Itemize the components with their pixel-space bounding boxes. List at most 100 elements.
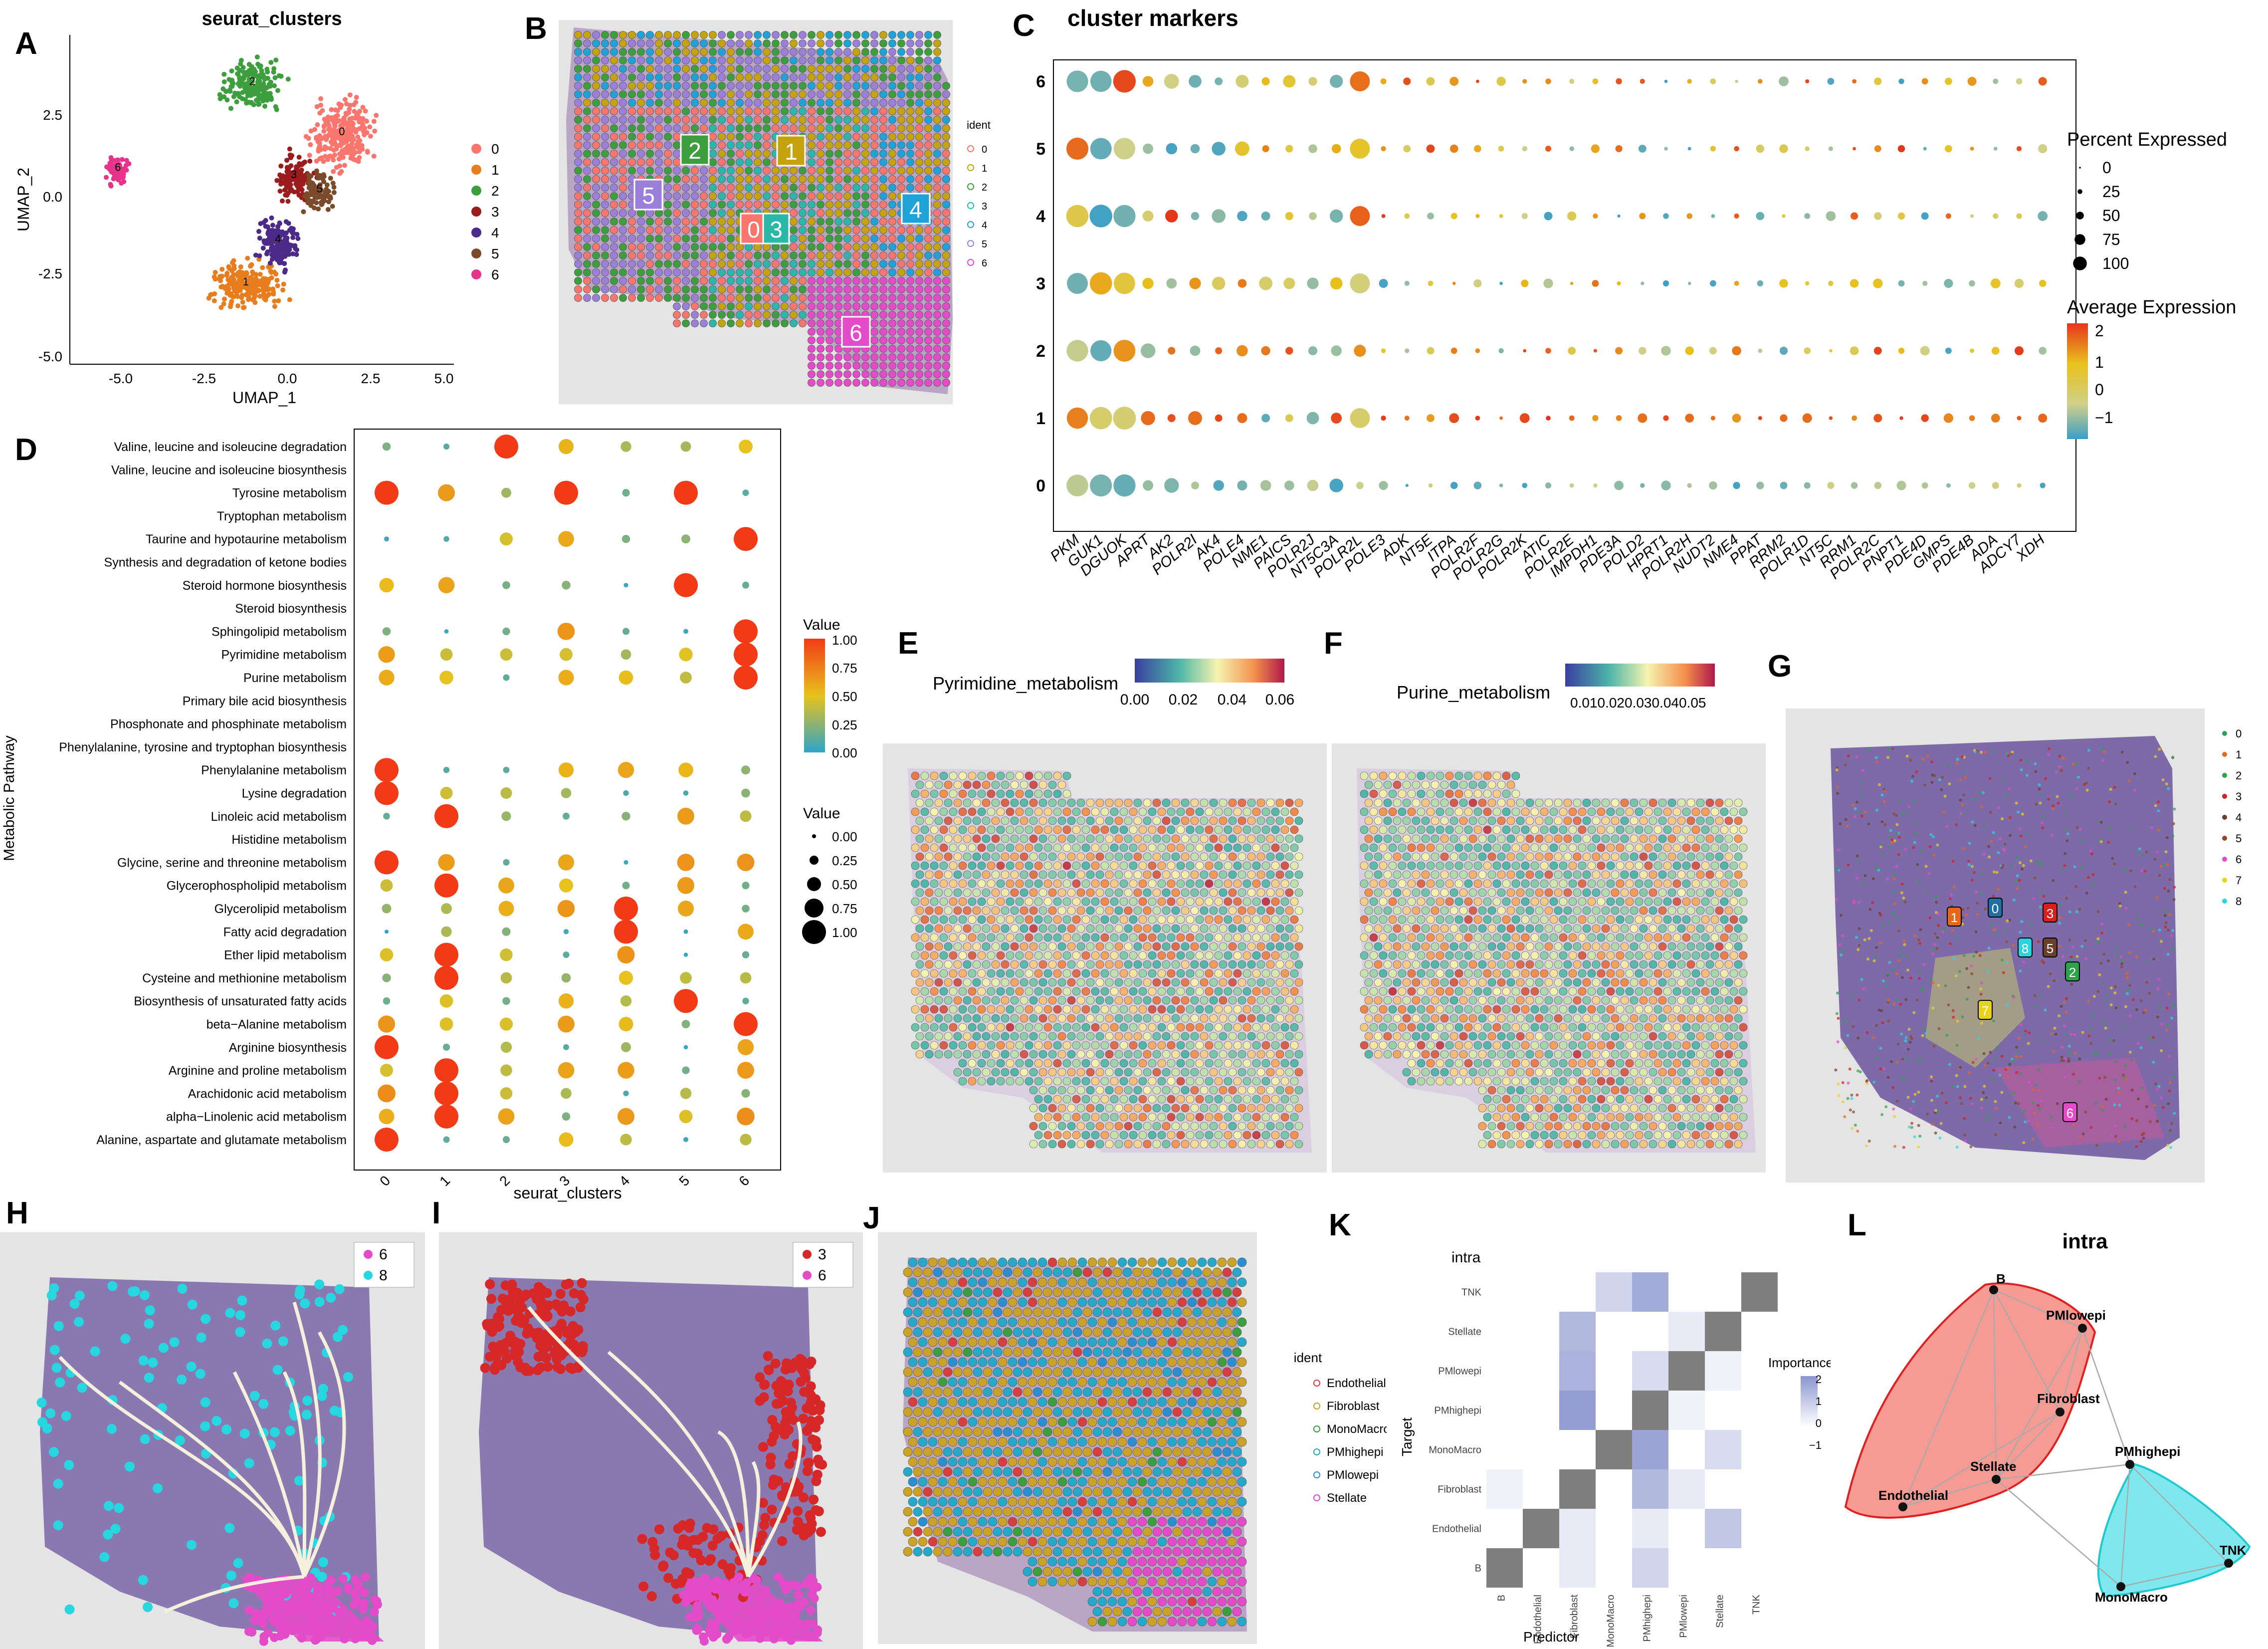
spot <box>888 311 896 319</box>
umap-point <box>249 68 255 73</box>
spot <box>906 99 914 107</box>
spot <box>700 167 708 175</box>
spot <box>870 116 878 124</box>
spot <box>834 56 842 64</box>
spot <box>592 107 600 115</box>
spot <box>852 65 860 73</box>
spot <box>1034 1077 1043 1086</box>
umap-point <box>232 284 237 290</box>
spot <box>1606 807 1615 816</box>
spot <box>808 345 816 353</box>
spot <box>1219 816 1228 825</box>
spot <box>592 73 600 81</box>
dot <box>434 873 458 898</box>
spot <box>888 192 896 200</box>
spot <box>825 158 833 166</box>
dot <box>734 527 758 551</box>
spot <box>843 175 851 183</box>
dot <box>622 628 629 635</box>
spot <box>1237 942 1246 951</box>
spot <box>991 852 1000 861</box>
spot <box>879 311 887 319</box>
spot <box>906 285 914 293</box>
spot <box>1256 1086 1265 1095</box>
umap-point <box>257 271 263 277</box>
spot <box>1219 852 1228 861</box>
scale-tick: 0.00 <box>1120 692 1149 708</box>
spot <box>754 175 762 183</box>
spot <box>1616 807 1625 816</box>
umap-point <box>248 263 253 268</box>
dot <box>1190 345 1201 356</box>
spot <box>628 294 636 302</box>
spot <box>1280 825 1289 834</box>
umap-point <box>283 230 289 236</box>
spot <box>982 888 991 897</box>
spot <box>925 1050 934 1059</box>
spot <box>1006 1041 1015 1050</box>
spot <box>933 251 941 259</box>
spot <box>1252 1113 1261 1122</box>
spot <box>691 235 699 242</box>
spot <box>1034 1041 1043 1050</box>
spot <box>1256 1104 1265 1113</box>
umap-point <box>363 108 368 114</box>
spot <box>1105 888 1114 897</box>
spot <box>790 209 798 217</box>
spot <box>1402 780 1411 789</box>
umap-point <box>314 104 320 109</box>
spot <box>1010 852 1019 861</box>
spot <box>825 379 833 387</box>
spot <box>870 39 878 47</box>
spot <box>879 48 887 56</box>
spot <box>817 65 825 73</box>
spot <box>870 31 878 39</box>
spot <box>1233 1113 1242 1122</box>
spot <box>924 302 932 310</box>
spot <box>691 243 699 251</box>
spot <box>1081 1113 1090 1122</box>
spot <box>1261 1059 1270 1068</box>
dot <box>438 854 455 871</box>
spot <box>1209 1122 1218 1131</box>
spot <box>888 141 896 149</box>
spot <box>1242 897 1251 906</box>
spot <box>915 379 923 387</box>
spot <box>718 192 726 200</box>
spot <box>1186 861 1195 870</box>
spot <box>1195 1131 1204 1140</box>
spot <box>1205 969 1214 978</box>
spot <box>1252 807 1261 816</box>
spot <box>1095 870 1104 879</box>
spot <box>1252 1005 1261 1014</box>
spot <box>933 133 941 141</box>
umap-point <box>247 276 252 281</box>
spot <box>1076 942 1085 951</box>
spot <box>1426 789 1435 798</box>
dot <box>678 762 693 777</box>
spot <box>1020 906 1029 915</box>
spot <box>1076 852 1085 861</box>
dot <box>434 942 458 967</box>
spot <box>736 141 744 149</box>
spot <box>574 133 582 141</box>
spot <box>718 260 726 268</box>
dot <box>563 812 570 820</box>
spot <box>583 65 591 73</box>
spot <box>1459 798 1468 807</box>
spot <box>1138 1005 1147 1014</box>
e-spots <box>911 771 1303 1149</box>
spot <box>673 99 681 107</box>
spot <box>592 82 600 90</box>
dot <box>434 965 458 990</box>
spot <box>861 251 869 259</box>
spot <box>1048 1014 1057 1023</box>
spot <box>1124 816 1133 825</box>
spot <box>987 933 996 942</box>
spot <box>691 82 699 90</box>
spot <box>799 184 807 192</box>
dot <box>442 1043 450 1051</box>
umap-point <box>247 82 252 87</box>
spot <box>1360 789 1369 798</box>
dot <box>1498 146 1504 152</box>
